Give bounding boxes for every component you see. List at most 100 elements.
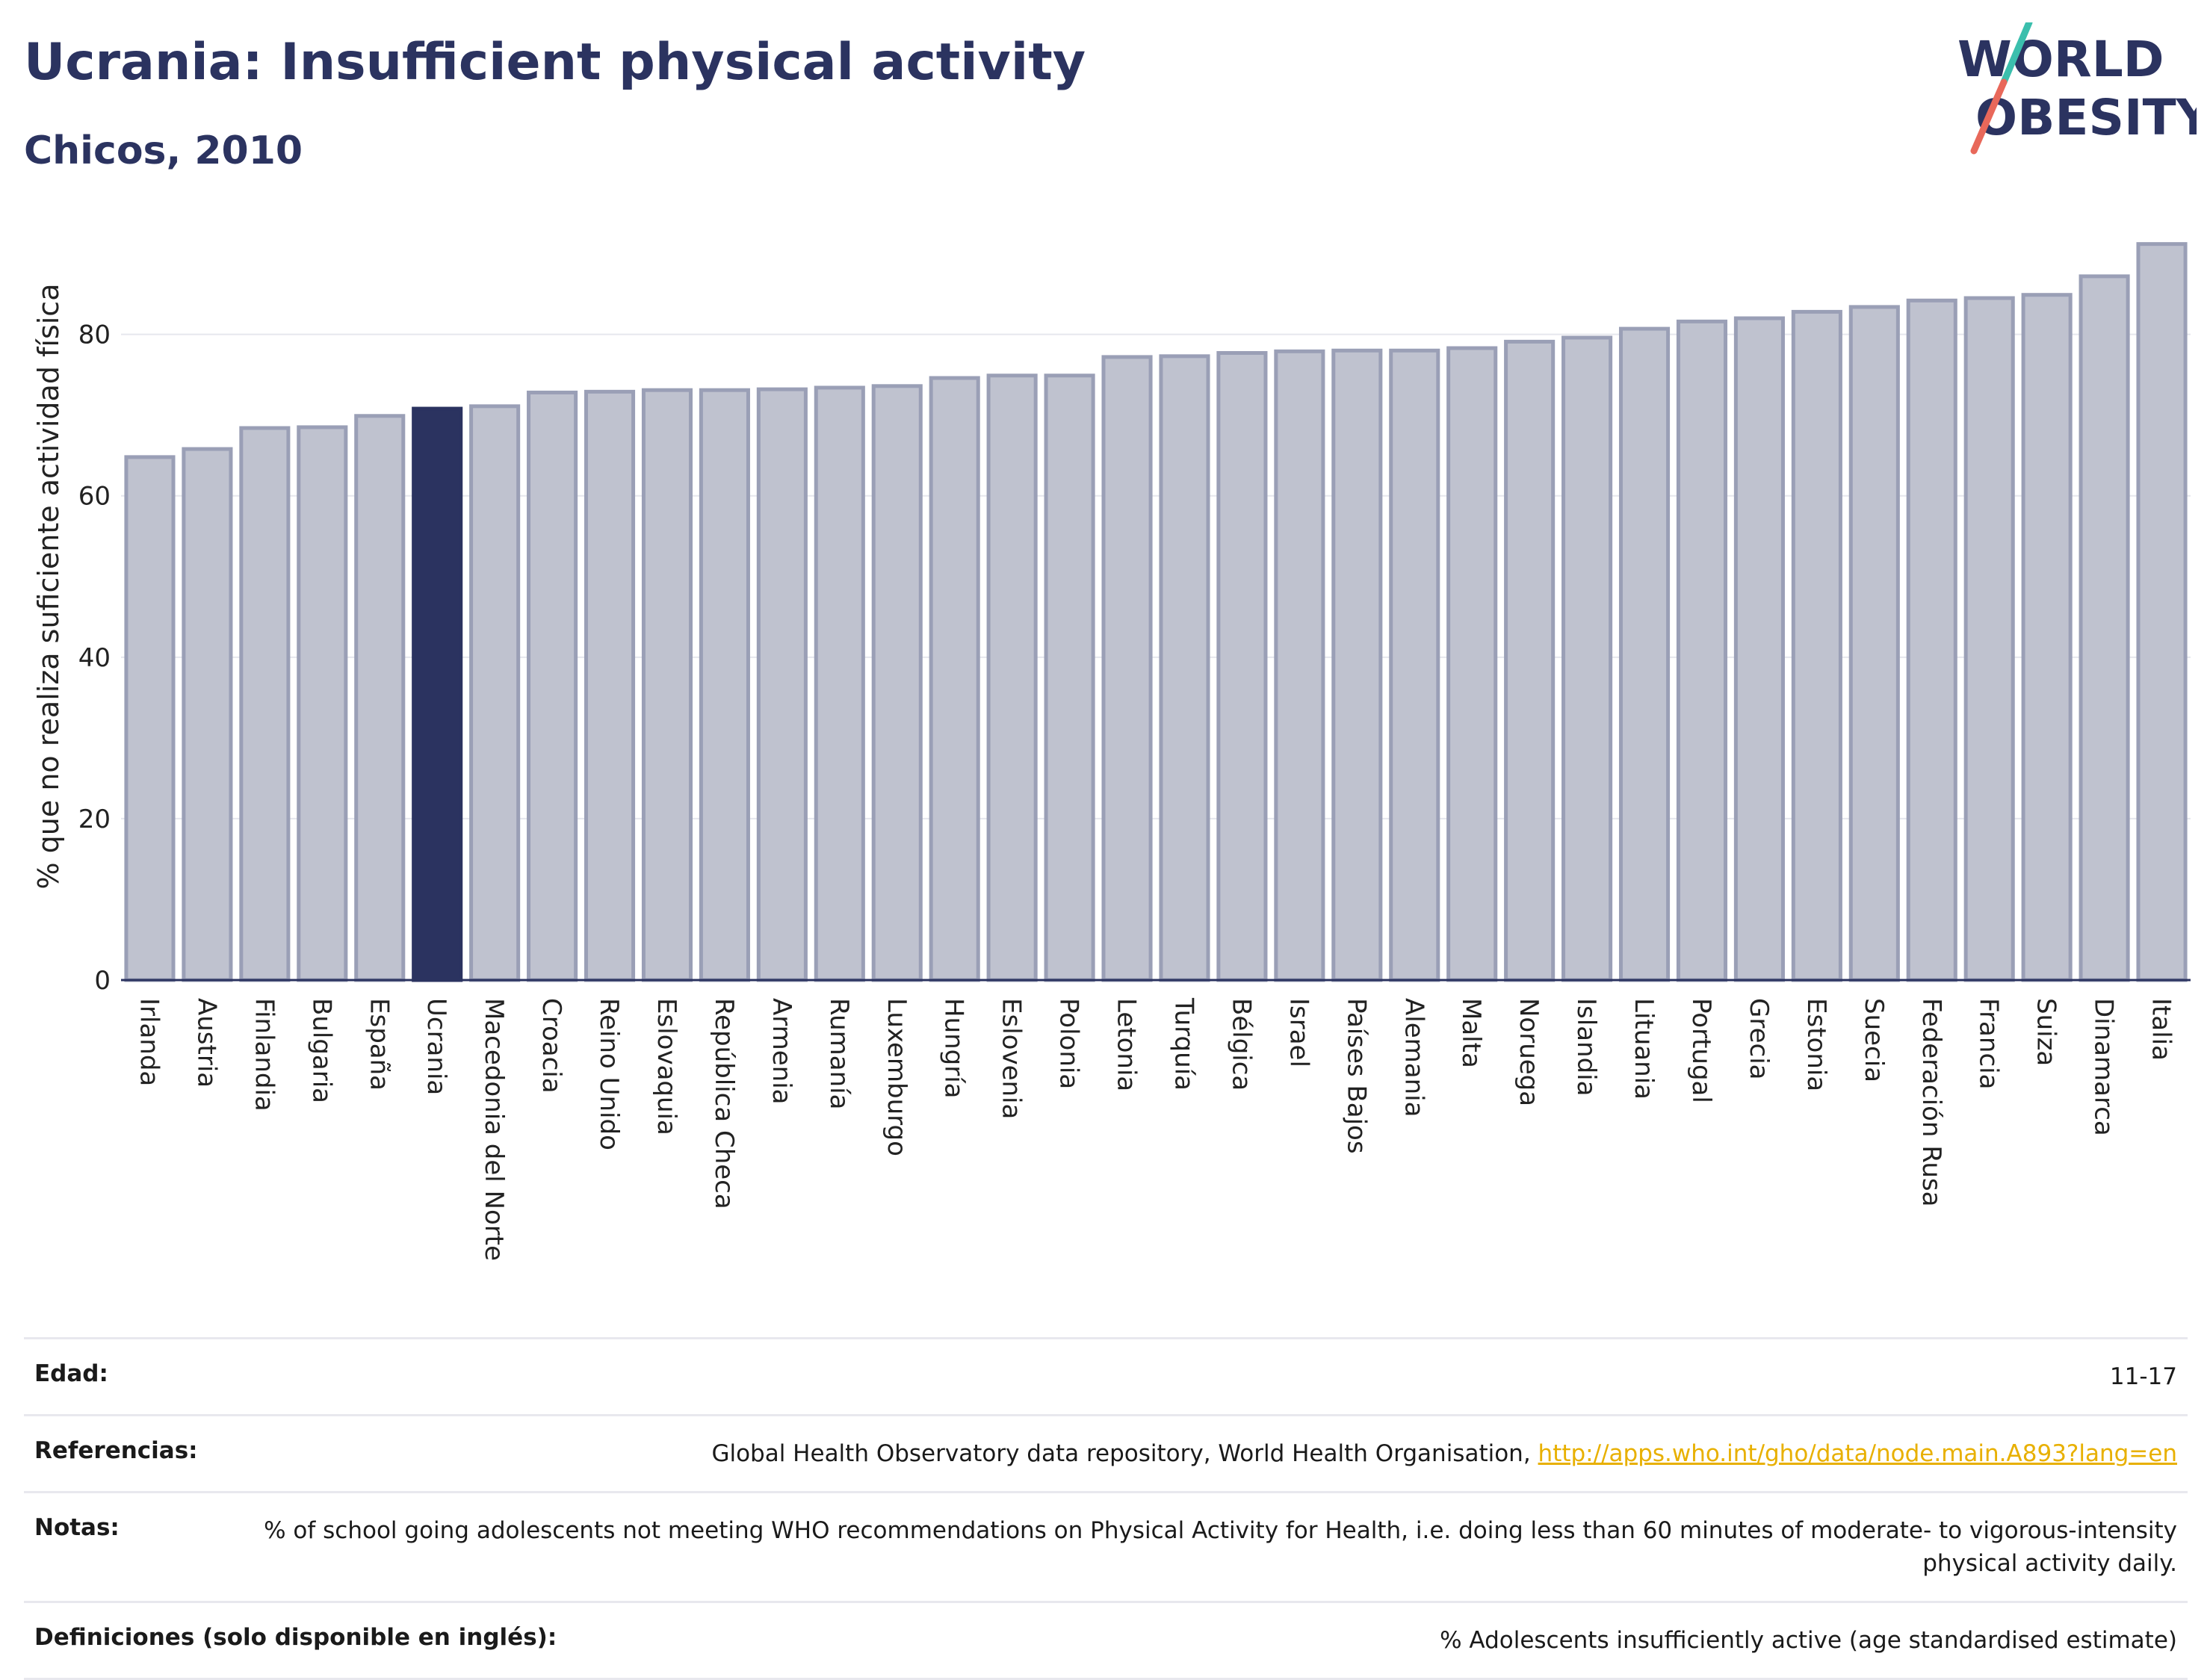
info-row: Definiciones (solo disponible en inglés)…	[24, 1601, 2188, 1680]
x-tick-label: Reino Unido	[594, 998, 624, 1150]
bar-bulgaria[interactable]	[297, 425, 348, 982]
bar-polonia[interactable]	[1044, 373, 1095, 982]
bar-portugal[interactable]	[1676, 319, 1728, 982]
y-tick-label: 80	[78, 320, 111, 350]
x-tick-label: Rumanía	[824, 998, 854, 1109]
bars	[124, 242, 2188, 982]
x-tick-label: Turquía	[1169, 997, 1198, 1091]
grid-lines	[121, 333, 2191, 819]
bar-israel[interactable]	[1274, 349, 1325, 982]
info-value-text: 11-17	[2109, 1363, 2177, 1390]
bar-armenia[interactable]	[756, 387, 808, 982]
world-obesity-logo: WORLD OBESITY	[1957, 22, 2197, 155]
chart-title: Ucrania: Insufficient physical activity	[24, 33, 1086, 92]
bar-suecia[interactable]	[1848, 305, 1900, 982]
x-tick-label: Portugal	[1686, 998, 1716, 1103]
bar-francia[interactable]	[1963, 296, 2015, 982]
y-axis-label: % que no realiza suficiente actividad fí…	[32, 284, 65, 890]
x-tick-label: Grecia	[1744, 998, 1774, 1079]
bar-estonia[interactable]	[1791, 309, 1842, 982]
info-key: Referencias:	[34, 1437, 198, 1464]
y-tick-label: 0	[94, 966, 111, 996]
bar-reino-unido[interactable]	[584, 389, 636, 982]
chart-subtitle: Chicos, 2010	[24, 128, 303, 173]
reference-link[interactable]: http://apps.who.int/gho/data/node.main.A…	[1538, 1440, 2177, 1467]
x-tick-label: Polonia	[1054, 998, 1084, 1089]
bar-eslovaquia[interactable]	[641, 388, 693, 982]
x-tick-label: Suiza	[2031, 998, 2061, 1066]
bar-noruega[interactable]	[1504, 339, 1556, 982]
x-tick-label: Dinamarca	[2089, 998, 2119, 1136]
bar-bélgica[interactable]	[1216, 351, 1268, 982]
x-tick-label: Israel	[1284, 998, 1313, 1067]
x-tick-label: Macedonia del Norte	[479, 998, 509, 1261]
x-tick-label: Italia	[2146, 998, 2176, 1061]
info-key: Definiciones (solo disponible en inglés)…	[34, 1624, 557, 1651]
info-value-text: % Adolescents insufficiently active (age…	[1440, 1627, 2177, 1654]
x-tick-label: Malta	[1456, 998, 1486, 1068]
info-value: % Adolescents insufficiently active (age…	[1440, 1624, 2177, 1657]
x-tick-label: Eslovenia	[997, 998, 1027, 1119]
y-tick-label: 20	[78, 805, 111, 834]
bar-rumanía[interactable]	[814, 385, 865, 982]
info-value-text: % of school going adolescents not meetin…	[264, 1517, 2177, 1577]
info-row: Edad: 11-17	[24, 1337, 2188, 1414]
info-key: Notas:	[34, 1514, 120, 1541]
x-tick-label: Hungría	[939, 998, 969, 1099]
bar-turquía[interactable]	[1159, 354, 1210, 982]
bar-islandia[interactable]	[1561, 335, 1613, 982]
bar-suiza[interactable]	[2021, 293, 2073, 982]
info-table: Edad: 11-17 Referencias: Global Health Obse…	[24, 1337, 2188, 1680]
x-tick-label: Bulgaria	[306, 998, 336, 1103]
bar-lituania[interactable]	[1618, 326, 1671, 982]
bar-dinamarca[interactable]	[2079, 274, 2130, 982]
bar-república-checa[interactable]	[699, 388, 750, 982]
bar-austria[interactable]	[182, 447, 233, 982]
x-tick-label: Eslovaquia	[651, 998, 681, 1135]
bar-italia[interactable]	[2136, 242, 2188, 982]
bar-chart: 0 20 40 60 80 Irlanda Austria Finlandia Bulgari…	[32, 242, 2191, 1261]
x-tick-label: Austria	[191, 998, 221, 1088]
x-tick-label: Noruega	[1514, 998, 1544, 1106]
bar-federación-rusa[interactable]	[1906, 298, 1957, 982]
bar-macedonia-del-norte[interactable]	[469, 404, 521, 982]
y-tick-labels: 0 20 40 60 80	[78, 320, 111, 996]
bar-letonia[interactable]	[1101, 355, 1153, 982]
bar-finlandia[interactable]	[239, 426, 291, 982]
bar-luxemburgo[interactable]	[871, 384, 923, 982]
info-value: % of school going adolescents not meetin…	[164, 1514, 2177, 1580]
x-tick-label: Finlandia	[249, 998, 279, 1112]
svg-text:OBESITY: OBESITY	[1975, 89, 2197, 146]
x-tick-label: Croacia	[536, 998, 566, 1094]
bar-hungría[interactable]	[929, 376, 980, 982]
x-tick-label: España	[364, 998, 394, 1091]
x-tick-label: Suecia	[1859, 998, 1889, 1082]
info-value-text: Global Health Observatory data repositor…	[711, 1440, 1538, 1467]
x-tick-label: Irlanda	[134, 998, 164, 1086]
x-tick-label: República Checa	[709, 998, 739, 1209]
x-tick-label: Países Bajos	[1341, 998, 1371, 1154]
info-value: Global Health Observatory data repositor…	[711, 1437, 2177, 1470]
x-category-labels: Irlanda Austria Finlandia Bulgaria España Ucr…	[134, 997, 2176, 1261]
bar-eslovenia[interactable]	[986, 373, 1038, 982]
x-tick-label: Islandia	[1571, 998, 1601, 1096]
x-tick-label: Alemania	[1399, 998, 1429, 1117]
bar-países-bajos[interactable]	[1331, 348, 1383, 982]
bar-alemania[interactable]	[1389, 348, 1440, 982]
info-key: Edad:	[34, 1360, 108, 1387]
bar-croacia[interactable]	[527, 390, 578, 982]
bar-irlanda[interactable]	[124, 455, 176, 982]
x-tick-label: Estonia	[1801, 998, 1831, 1091]
x-tick-label: Federación Rusa	[1916, 998, 1946, 1206]
x-tick-label: Letonia	[1112, 998, 1142, 1091]
svg-text:WORLD: WORLD	[1957, 31, 2164, 88]
info-row: Notas: % of school going adolescents not …	[24, 1491, 2188, 1601]
x-tick-label: Francia	[1974, 998, 2004, 1089]
x-tick-label: Bélgica	[1226, 998, 1256, 1091]
bar-españa[interactable]	[354, 414, 406, 982]
bar-grecia[interactable]	[1733, 316, 1785, 982]
x-tick-label: Lituania	[1629, 998, 1659, 1100]
bar-ucrania[interactable]	[412, 406, 463, 982]
bar-malta[interactable]	[1446, 346, 1498, 982]
info-row: Referencias: Global Health Observatory da…	[24, 1414, 2188, 1491]
